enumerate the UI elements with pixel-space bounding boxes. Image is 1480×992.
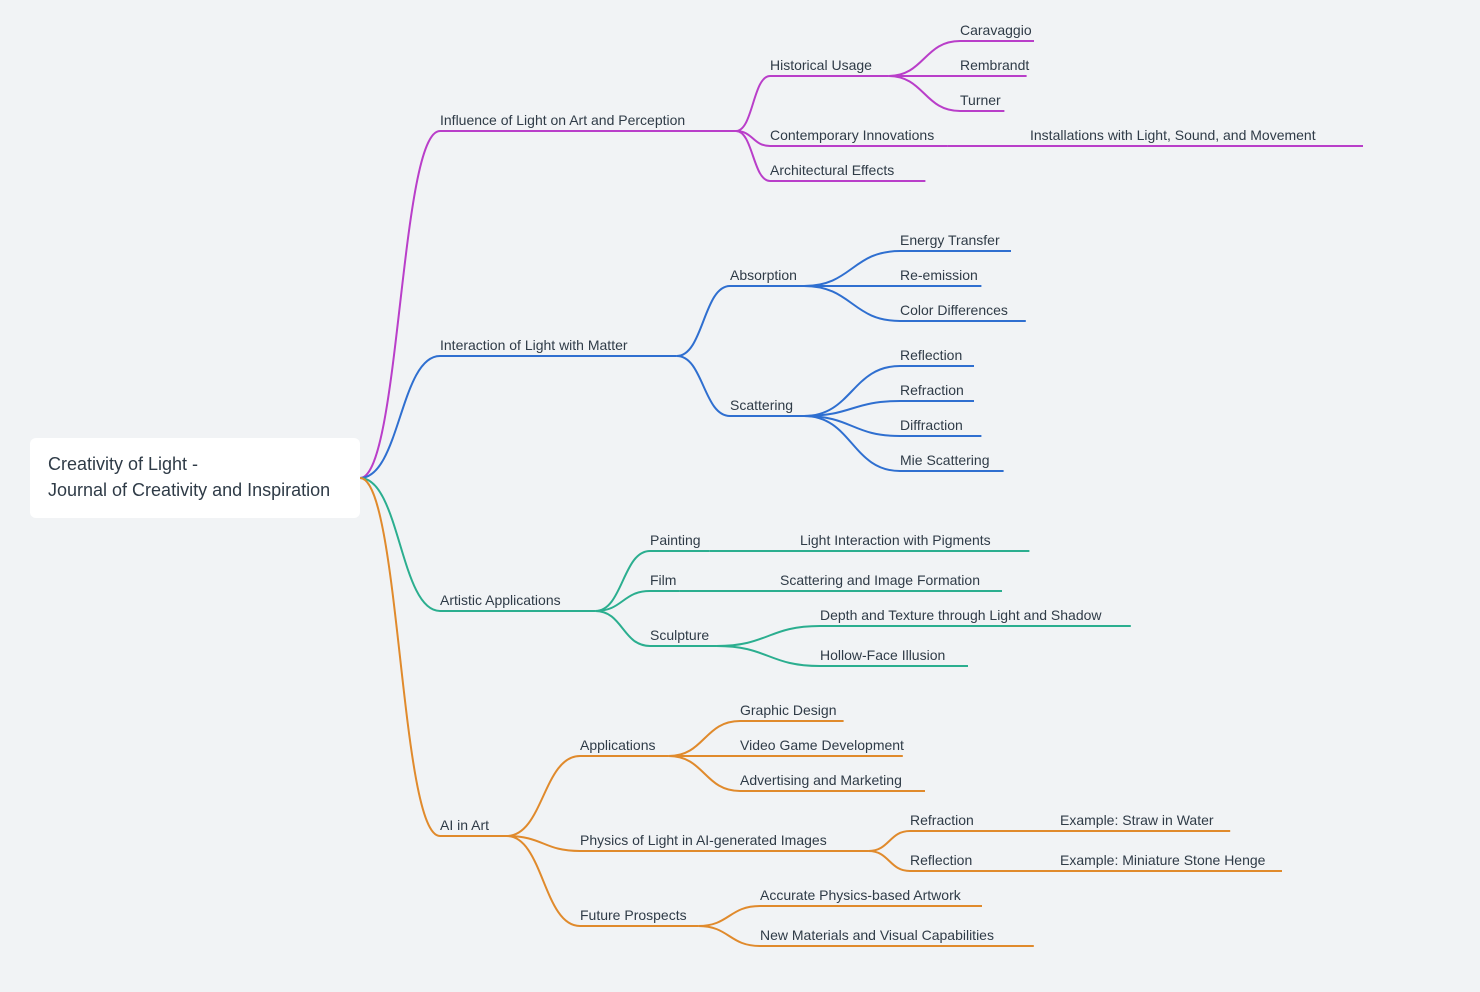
node-label[interactable]: Historical Usage: [770, 57, 872, 73]
node-label[interactable]: Absorption: [730, 267, 797, 283]
node-label[interactable]: Rembrandt: [960, 57, 1029, 73]
node-label[interactable]: Color Differences: [900, 302, 1008, 318]
node-label[interactable]: Interaction of Light with Matter: [440, 337, 628, 353]
node-label[interactable]: Sculpture: [650, 627, 709, 643]
node-label[interactable]: AI in Art: [440, 817, 489, 833]
node-label[interactable]: Accurate Physics-based Artwork: [760, 887, 962, 903]
node-label[interactable]: Artistic Applications: [440, 592, 561, 608]
root-label-line-1: Journal of Creativity and Inspiration: [48, 480, 330, 500]
node-label[interactable]: Video Game Development: [740, 737, 904, 753]
node-label[interactable]: Reflection: [910, 852, 972, 868]
node-label[interactable]: Physics of Light in AI-generated Images: [580, 832, 827, 848]
node-label[interactable]: Example: Straw in Water: [1060, 812, 1214, 828]
node-label[interactable]: Re-emission: [900, 267, 978, 283]
node-label[interactable]: Diffraction: [900, 417, 963, 433]
node-label[interactable]: New Materials and Visual Capabilities: [760, 927, 994, 943]
node-label[interactable]: Refraction: [900, 382, 964, 398]
node-label[interactable]: Turner: [960, 92, 1001, 108]
node-label[interactable]: Light Interaction with Pigments: [800, 532, 991, 548]
node-label[interactable]: Caravaggio: [960, 22, 1032, 38]
node-label[interactable]: Future Prospects: [580, 907, 687, 923]
node-label[interactable]: Scattering: [730, 397, 793, 413]
node-label[interactable]: Installations with Light, Sound, and Mov…: [1030, 127, 1316, 143]
node-label[interactable]: Reflection: [900, 347, 962, 363]
node-label[interactable]: Architectural Effects: [770, 162, 894, 178]
node-label[interactable]: Refraction: [910, 812, 974, 828]
node-label[interactable]: Advertising and Marketing: [740, 772, 902, 788]
mindmap-canvas: Creativity of Light - Journal of Creativi…: [0, 0, 1480, 992]
node-label[interactable]: Energy Transfer: [900, 232, 1000, 248]
node-label[interactable]: Hollow-Face Illusion: [820, 647, 945, 663]
node-label[interactable]: Example: Miniature Stone Henge: [1060, 852, 1266, 868]
root-node[interactable]: [30, 438, 360, 518]
node-label[interactable]: Applications: [580, 737, 656, 753]
root-label-line-0: Creativity of Light -: [48, 454, 198, 474]
node-label[interactable]: Influence of Light on Art and Perception: [440, 112, 685, 128]
node-label[interactable]: Painting: [650, 532, 701, 548]
node-label[interactable]: Contemporary Innovations: [770, 127, 934, 143]
node-label[interactable]: Graphic Design: [740, 702, 837, 718]
node-label[interactable]: Film: [650, 572, 676, 588]
node-label[interactable]: Mie Scattering: [900, 452, 989, 468]
node-label[interactable]: Depth and Texture through Light and Shad…: [820, 607, 1102, 623]
node-label[interactable]: Scattering and Image Formation: [780, 572, 980, 588]
